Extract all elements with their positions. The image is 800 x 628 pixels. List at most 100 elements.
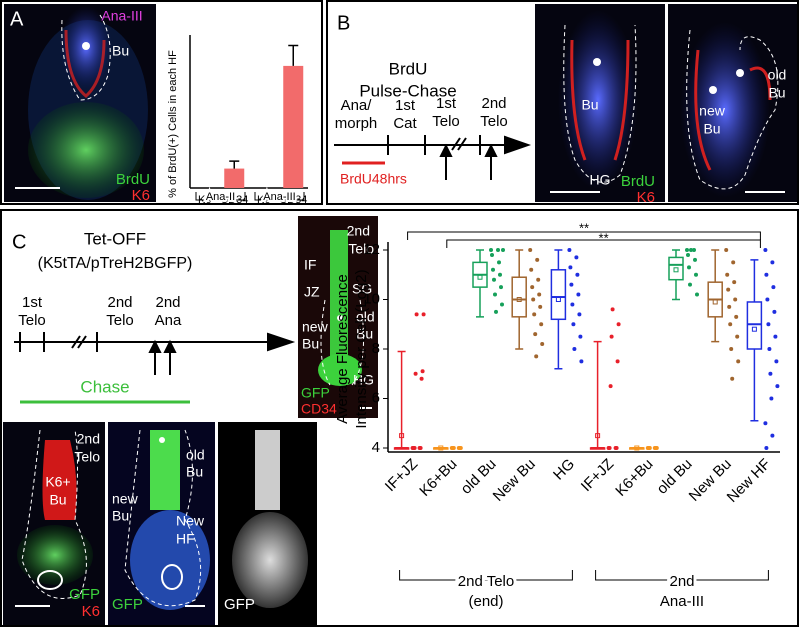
data-point [692,248,696,252]
data-point [576,292,581,297]
timeline-label: 2nd [481,95,506,112]
timeline-label: 2nd [107,294,132,311]
panel-title: BrdU [389,59,428,78]
panel-letter: B [337,12,350,34]
y-axis-label: Average Fluorescence [334,274,351,424]
data-point [686,252,690,257]
data-point [724,248,729,252]
image-label: Bu [581,97,598,113]
y-axis-label: % of BrdU(+) Cells in each HF [167,50,179,198]
whisker [593,340,602,449]
box [668,256,684,281]
timeline-label: Telo [18,312,46,329]
data-point [731,260,736,265]
image-label: Bu [49,492,66,508]
image-label: GFP [224,596,255,613]
group-label: Ana-III [660,593,704,610]
data-point [693,257,697,262]
data-point [685,248,689,252]
box [746,301,763,350]
x-tick-label: HG [550,456,578,484]
data-point [764,446,769,450]
image-label: Bu [302,336,319,352]
image-label: Bu [356,326,373,342]
data-point [608,384,613,389]
data-point [499,285,503,290]
image-label: K6 [132,187,150,204]
panel-letter: A [10,8,24,30]
data-point [535,257,540,262]
timeline-label: morph [335,115,378,132]
data-point [577,312,582,317]
data-point [537,292,542,297]
data-point [771,285,776,290]
image-label: new [699,103,726,119]
data-point [767,347,772,351]
panel-frame [0,209,799,627]
data-point [726,287,731,292]
data-point [419,376,424,381]
data-point [451,446,456,450]
x-tick-label: New HF [724,456,774,506]
error-bar [229,160,240,169]
data-point [529,267,534,272]
data-point [531,297,536,302]
data-point [689,248,693,252]
panel-title: Pulse-Chase [359,81,456,100]
data-point [501,248,505,252]
data-point [491,267,495,272]
image-label: 2nd [77,431,100,447]
y-axis-label: Intensity per Cell (Log2) [353,269,370,428]
data-point [610,307,615,312]
data-point [734,314,739,319]
data-point [727,304,732,309]
data-point [539,322,544,327]
group-label: Ana-III [263,191,295,203]
data-point [766,322,771,327]
timeline-label: 1st [436,95,457,112]
data-point [768,371,773,376]
mean [477,274,483,280]
data-point [532,312,537,317]
bar [283,65,304,188]
image-label: GFP [69,586,100,603]
data-point [569,282,574,287]
group-label: Ana-II [206,191,235,203]
group-bracket [595,570,769,581]
data-point [500,302,504,307]
data-point [736,359,741,364]
y-tick-label: 6 [372,389,380,406]
data-point [414,312,419,317]
significance-bracket [407,231,761,240]
data-point [735,334,740,339]
data-point [494,309,498,314]
image-label: Telo [74,449,100,465]
panel-frame [0,0,323,205]
image-label: Ana-III [101,8,142,24]
timeline [334,135,532,180]
group-bracket [399,570,573,581]
data-point [575,272,580,277]
panel-title: Tet-OFF [84,229,146,248]
data-point [498,272,502,277]
timeline-label: 1st [395,97,416,114]
data-point [489,248,493,252]
image-label: BrdU [621,173,655,190]
timeline-label: Cat [393,115,417,132]
data-point [533,332,538,337]
mean [673,267,679,273]
significance-label: ** [579,220,589,235]
timeline-label: 2nd [155,294,180,311]
panel-frame [326,0,799,205]
timeline-label: 1st [22,294,43,311]
data-point [654,446,659,450]
mean [555,297,561,302]
data-point [536,277,541,282]
data-point [418,446,423,450]
data-point [688,282,692,287]
x-tick-label: K6+Bu [612,456,656,500]
data-point [530,285,535,290]
panel-title: (K5tTA/pTreH2BGFP) [38,255,193,272]
data-point [492,277,496,282]
x-tick-label: IF+JZ [382,456,421,495]
